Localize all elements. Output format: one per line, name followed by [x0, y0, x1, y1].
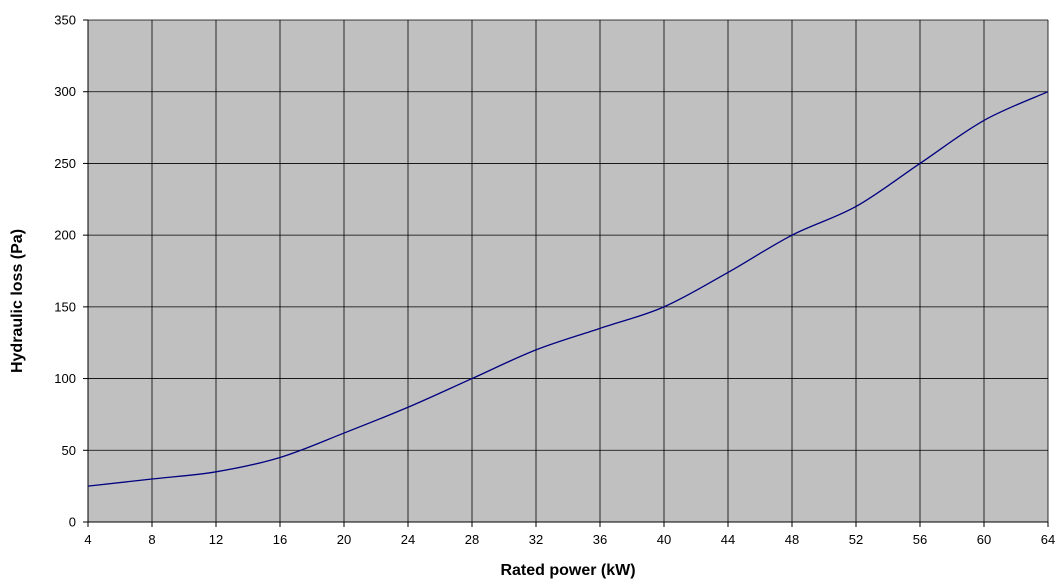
- x-tick-label: 28: [465, 532, 479, 547]
- y-tick-label: 200: [54, 228, 76, 243]
- x-axis-title: Rated power (kW): [500, 562, 635, 579]
- x-tick-label: 56: [913, 532, 927, 547]
- x-tick-label: 32: [529, 532, 543, 547]
- x-tick-label: 60: [977, 532, 991, 547]
- y-tick-label: 50: [62, 443, 76, 458]
- y-tick-label: 100: [54, 371, 76, 386]
- y-tick-label: 150: [54, 299, 76, 314]
- x-tick-label: 52: [849, 532, 863, 547]
- x-tick-label: 24: [401, 532, 415, 547]
- x-axis-ticks: 4 8 12 16 20 24 28 32 36 40 44 48 52 56 60 64: [84, 522, 1055, 547]
- y-tick-label: 250: [54, 156, 76, 171]
- x-tick-label: 36: [593, 532, 607, 547]
- x-tick-label: 12: [209, 532, 223, 547]
- x-tick-label: 44: [721, 532, 735, 547]
- x-tick-label: 64: [1041, 532, 1055, 547]
- x-tick-label: 8: [148, 532, 155, 547]
- x-tick-label: 40: [657, 532, 671, 547]
- x-tick-label: 48: [785, 532, 799, 547]
- y-tick-label: 0: [69, 515, 76, 530]
- plot-area: [88, 20, 1048, 522]
- axes: [87, 20, 1048, 523]
- grid-lines: [88, 19, 1049, 522]
- x-tick-label: 4: [84, 532, 91, 547]
- series-line: [87, 91, 1049, 487]
- y-tick-label: 350: [54, 13, 76, 28]
- series-layer: [87, 91, 1049, 487]
- x-tick-label: 16: [273, 532, 287, 547]
- y-tick-label: 300: [54, 84, 76, 99]
- y-axis-ticks: 0 50 100 150 200 250 300 350: [54, 13, 88, 530]
- x-tick-label: 20: [337, 532, 351, 547]
- y-axis-title: Hydraulic loss (Pa): [9, 229, 26, 373]
